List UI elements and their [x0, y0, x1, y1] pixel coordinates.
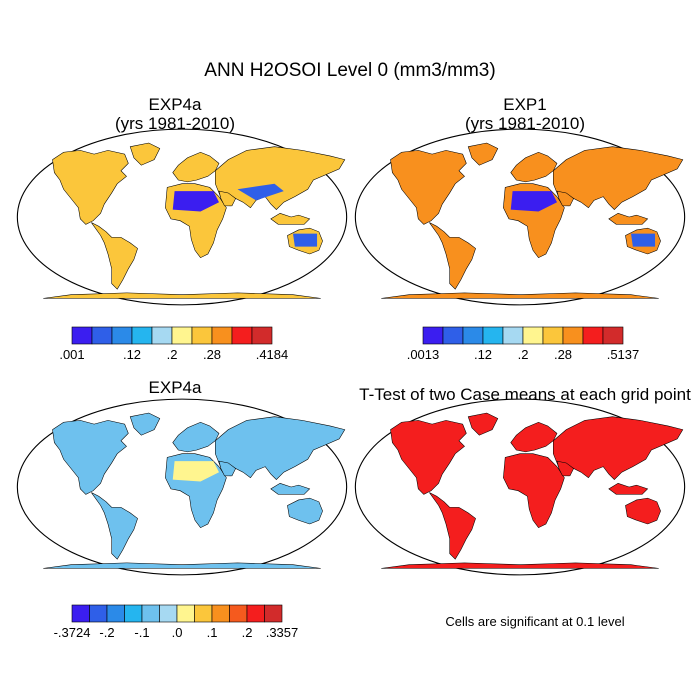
colorbar-swatch [462, 326, 484, 345]
colorbar-tick-label: .0 [172, 625, 183, 640]
colorbar-exp1: .0013 .12 .2 .28 .5137 [407, 326, 640, 362]
colorbar-tick-label: .001 [59, 347, 84, 362]
colorbar-swatch [159, 604, 178, 623]
colorbar-tick-label: .1 [207, 625, 218, 640]
colorbar-swatch [124, 604, 143, 623]
colorbar-tick-label: -.1 [134, 625, 149, 640]
colorbar-swatch [582, 326, 604, 345]
colorbar-swatch [522, 326, 544, 345]
colorbar-swatch [171, 326, 193, 345]
map-exp1 [354, 128, 686, 306]
colorbar-swatch [251, 326, 273, 345]
colorbar-swatch [89, 604, 108, 623]
panel-title-ttest: T-Test of two Case means at each grid po… [359, 385, 691, 404]
colorbar-swatch [422, 326, 444, 345]
colorbar-tick-label: .12 [474, 347, 492, 362]
colorbar-swatch [542, 326, 564, 345]
panel-title-exp4a: EXP4a (yrs 1981-2010) [20, 95, 330, 133]
figure-title: ANN H2OSOI Level 0 (mm3/mm3) [204, 60, 496, 81]
colorbar-swatch [211, 604, 230, 623]
panel-title-diff-main: EXP4a [148, 378, 202, 397]
colorbar-difference: -.3724 -.2 -.1 .0 .1 .2 .3357 [54, 604, 299, 640]
map-exp4a [16, 128, 348, 306]
colorbar-swatch [562, 326, 584, 345]
colorbar-swatch [602, 326, 624, 345]
colorbar-tick-label: .28 [554, 347, 572, 362]
colorbar-tick-label: .2 [242, 625, 253, 640]
colorbar-swatch [71, 604, 90, 623]
colorbar-swatch [482, 326, 504, 345]
colorbar-swatch [111, 326, 133, 345]
colorbar-exp4a: .001 .12 .2 .28 .4184 [59, 326, 289, 362]
colorbar-swatch [194, 604, 213, 623]
colorbar-tick-label: .0013 [407, 347, 440, 362]
colorbar-tick-label: -.2 [99, 625, 114, 640]
colorbar-swatch [442, 326, 464, 345]
colorbar-swatch [191, 326, 213, 345]
colorbar-swatch [131, 326, 153, 345]
colorbar-swatch [264, 604, 283, 623]
colorbar-swatch [71, 326, 93, 345]
panel-title-exp1: EXP1 (yrs 1981-2010) [370, 95, 680, 133]
colorbar-swatch [246, 604, 265, 623]
colorbar-swatch [211, 326, 233, 345]
desert-positive-diff [172, 461, 219, 482]
colorbar-tick-label: .28 [203, 347, 221, 362]
australia-low-moisture [293, 233, 318, 247]
colorbar-tick-label: .3357 [266, 625, 299, 640]
colorbar-swatch [231, 326, 253, 345]
colorbar-tick-label: -.3724 [54, 625, 91, 640]
panel-title-exp1-main: EXP1 [503, 95, 547, 114]
panel-title-exp1-years: (yrs 1981-2010) [464, 114, 585, 133]
asia-low-moisture [237, 183, 284, 201]
desert-low-moisture [510, 191, 557, 212]
colorbar-swatch [91, 326, 113, 345]
colorbar-swatch [106, 604, 125, 623]
colorbar-tick-label: .12 [123, 347, 141, 362]
panel-title-exp4a-years: (yrs 1981-2010) [114, 114, 235, 133]
significance-note: Cells are significant at 0.1 level [445, 614, 625, 629]
colorbar-swatch [151, 326, 173, 345]
colorbar-swatch [141, 604, 160, 623]
panel-title-exp4a-main: EXP4a [148, 95, 202, 114]
colorbar-tick-label: .5137 [607, 347, 640, 362]
australia-low-moisture [631, 233, 656, 247]
colorbar-swatch [176, 604, 195, 623]
map-difference [16, 398, 348, 576]
colorbar-tick-label: .4184 [256, 347, 289, 362]
colorbar-swatch [502, 326, 524, 345]
desert-low-moisture [172, 191, 219, 212]
map-ttest [354, 398, 686, 576]
colorbar-tick-label: .2 [518, 347, 529, 362]
colorbar-tick-label: .2 [167, 347, 178, 362]
colorbar-swatch [229, 604, 248, 623]
